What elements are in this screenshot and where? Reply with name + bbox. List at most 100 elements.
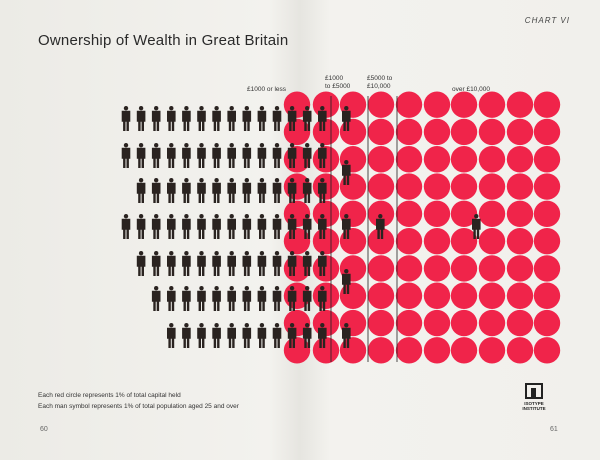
man-group-1-head [244,106,249,111]
capital-circle-group-4 [423,146,451,173]
man-group-1-body [136,218,146,239]
man-group-1 [182,286,191,311]
chart-title: Ownership of Wealth in Great Britain [38,32,289,49]
man-group-4 [472,214,481,239]
man-group-1 [167,143,176,168]
man-group-1-head [229,143,234,148]
capital-circle-group-4 [395,200,423,228]
man-group-1-head [138,106,144,111]
man-group-1-head [289,251,295,256]
man-group-1 [197,251,206,276]
capital-circle-group-4 [423,337,451,364]
man-group-1-body [136,182,146,203]
capital-circle-group-4 [423,173,451,200]
man-group-1-body [212,147,221,168]
man-group-1-body [302,147,312,168]
man-group-1-head [123,106,129,111]
man-group-1-body [197,218,206,239]
man-group-1 [197,286,206,311]
man-group-1-head [199,323,204,328]
man-group-1-body [197,290,206,311]
man-group-1 [121,214,131,239]
capital-circle-group-4 [506,200,534,228]
man-group-1 [227,178,236,203]
man-group-1-body [212,110,221,131]
man-group-1-body [318,290,327,311]
capital-circle-group-4 [367,337,395,364]
man-group-1-head [274,178,280,183]
capital-circle-group-4 [478,255,506,282]
man-group-1-head [184,106,189,111]
man-group-1-body [167,182,176,203]
man-group-1-body [197,147,206,168]
capital-circle-group-4 [506,282,534,309]
capital-circle-group-4 [533,337,561,364]
capital-circle-group-4 [533,282,561,309]
man-group-1-head [214,286,219,291]
man-group-1-head [305,178,310,183]
man-group-1 [302,106,312,131]
man-group-1-body [302,182,312,203]
capital-circle-group-4 [450,200,478,228]
man-group-1 [318,286,327,311]
capital-circle-group-4 [423,200,451,228]
capital-circle-group-2 [339,173,367,200]
man-group-1 [302,286,312,311]
man-group-1 [121,106,131,131]
man-group-1 [242,143,252,168]
capital-circle-group-4 [395,91,423,118]
man-group-1 [318,251,327,276]
capital-circle-group-4 [533,146,561,173]
man-group-1 [257,106,267,131]
man-group-4-head [474,214,479,219]
man-group-1-head [305,214,310,219]
man-group-1-head [229,214,234,219]
man-group-1-head [123,143,129,148]
capital-circle-group-4 [506,309,534,337]
man-group-1-head [214,323,219,328]
man-group-1-head [199,214,204,219]
man-group-1-head [169,286,174,291]
man-group-1-body [227,290,236,311]
man-group-1-head [199,251,204,256]
capital-circle-group-4 [450,91,478,118]
man-group-1 [287,143,297,168]
man-group-1-head [229,251,234,256]
man-group-1 [136,143,146,168]
man-group-1-head [154,251,159,256]
man-group-1 [257,323,267,348]
capital-circle-group-4 [533,91,561,118]
man-group-1-body [257,147,267,168]
man-group-1-body [318,182,327,203]
man-group-1-body [257,182,267,203]
man-group-1 [272,214,282,239]
man-group-1-body [257,110,267,131]
isotype-logo-line-2: INSTITUTE [522,406,546,411]
man-group-1-head [274,214,280,219]
capital-circle-group-4 [450,173,478,200]
man-group-2 [342,323,351,348]
man-group-1-body [167,147,176,168]
man-group-1-body [136,147,146,168]
man-group-1-body [227,255,236,276]
capital-circle-group-3 [367,118,395,146]
man-group-1-body [227,218,236,239]
capital-circle-group-2 [339,118,367,146]
man-group-1-head [274,251,280,256]
man-group-1-body [151,290,161,311]
capital-circle-group-4 [450,337,478,364]
man-group-1-body [121,218,131,239]
man-group-1 [136,251,146,276]
man-group-1 [182,106,191,131]
header-group-3-line-2: £10,000 [367,83,391,90]
man-group-1-body [197,327,206,348]
man-group-1-body [212,218,221,239]
capital-circle-group-4 [533,255,561,282]
capital-circle-group-4 [478,146,506,173]
man-group-1-head [184,323,189,328]
man-group-2 [342,106,351,131]
man-group-1-head [229,323,234,328]
man-group-1-body [257,218,267,239]
man-group-1 [167,323,176,348]
man-group-1 [287,286,297,311]
